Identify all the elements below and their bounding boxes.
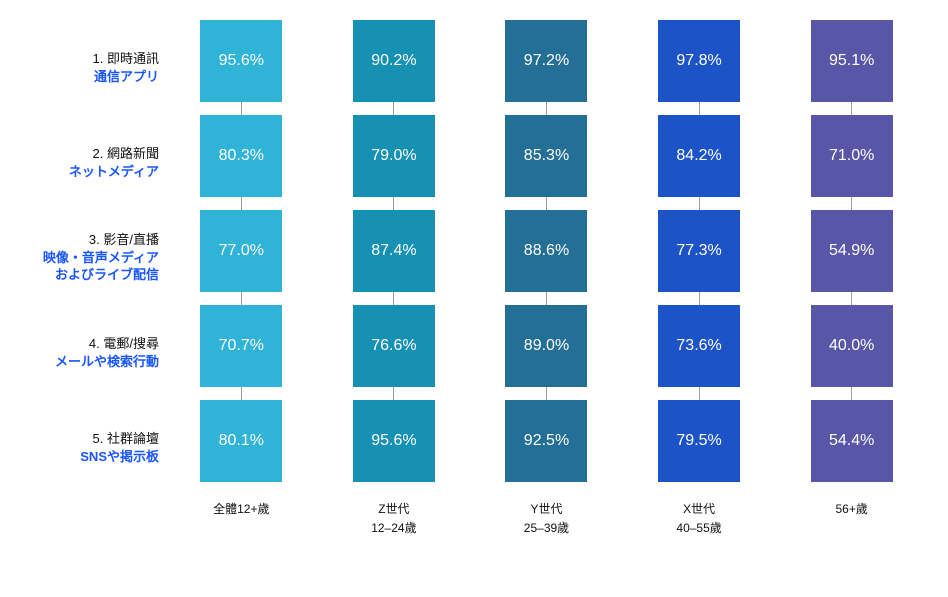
row4-main: 4. 電郵/搜尋 bbox=[89, 335, 159, 353]
conn bbox=[393, 102, 394, 115]
conn bbox=[546, 102, 547, 115]
cell-r3c2: 87.4% bbox=[353, 210, 435, 292]
col1-l1: 全體12+歲 bbox=[213, 500, 269, 517]
cell-r3c1: 77.0% bbox=[200, 210, 282, 292]
col-x: 97.8% 84.2% 77.3% 73.6% 79.5% X世代 40–55歲 bbox=[623, 20, 776, 536]
cell-r4c1: 70.7% bbox=[200, 305, 282, 387]
col4-label: X世代 40–55歲 bbox=[676, 500, 721, 536]
conn bbox=[851, 197, 852, 210]
row3-sub2: およびライブ配信 bbox=[55, 266, 159, 284]
cell-r2c5: 71.0% bbox=[811, 115, 893, 197]
row2-sub: ネットメディア bbox=[69, 163, 159, 181]
conn bbox=[699, 197, 700, 210]
conn bbox=[393, 387, 394, 400]
conn bbox=[699, 292, 700, 305]
col5-label: 56+歲 bbox=[835, 500, 867, 519]
col-56: 95.1% 71.0% 54.9% 40.0% 54.4% 56+歲 bbox=[775, 20, 928, 536]
cell-r4c5: 40.0% bbox=[811, 305, 893, 387]
col3-l1: Y世代 bbox=[524, 500, 569, 517]
conn bbox=[241, 292, 242, 305]
row2-main: 2. 網路新聞 bbox=[93, 145, 159, 163]
row-label-1: 1. 即時通訊 通信アプリ bbox=[20, 20, 165, 115]
col2-l1: Z世代 bbox=[371, 500, 416, 517]
cell-r2c1: 80.3% bbox=[200, 115, 282, 197]
conn bbox=[699, 102, 700, 115]
conn bbox=[851, 387, 852, 400]
row4-sub: メールや検索行動 bbox=[55, 353, 159, 371]
cell-r4c4: 73.6% bbox=[658, 305, 740, 387]
matrix-chart: 1. 即時通訊 通信アプリ 2. 網路新聞 ネットメディア 3. 影音/直播 映… bbox=[20, 20, 928, 536]
row3-sub1: 映像・音声メディア bbox=[43, 249, 159, 267]
row3-main: 3. 影音/直播 bbox=[89, 231, 159, 249]
cell-r1c5: 95.1% bbox=[811, 20, 893, 102]
conn bbox=[241, 197, 242, 210]
cell-r4c3: 89.0% bbox=[505, 305, 587, 387]
row5-sub: SNSや掲示板 bbox=[80, 448, 159, 466]
conn bbox=[699, 387, 700, 400]
cell-r5c2: 95.6% bbox=[353, 400, 435, 482]
row-label-2: 2. 網路新聞 ネットメディア bbox=[20, 115, 165, 210]
cell-r2c3: 85.3% bbox=[505, 115, 587, 197]
cell-r5c4: 79.5% bbox=[658, 400, 740, 482]
col4-cells: 97.8% 84.2% 77.3% 73.6% 79.5% bbox=[658, 20, 740, 482]
conn bbox=[241, 387, 242, 400]
cell-r5c1: 80.1% bbox=[200, 400, 282, 482]
col3-l2: 25–39歲 bbox=[524, 519, 569, 536]
cell-r2c2: 79.0% bbox=[353, 115, 435, 197]
row-label-4: 4. 電郵/搜尋 メールや検索行動 bbox=[20, 305, 165, 400]
col-all: 95.6% 80.3% 77.0% 70.7% 80.1% 全體12+歲 bbox=[165, 20, 318, 536]
col-z: 90.2% 79.0% 87.4% 76.6% 95.6% Z世代 12–24歲 bbox=[318, 20, 471, 536]
col1-cells: 95.6% 80.3% 77.0% 70.7% 80.1% bbox=[200, 20, 282, 482]
columns: 95.6% 80.3% 77.0% 70.7% 80.1% 全體12+歲 90.… bbox=[165, 20, 928, 536]
cell-r3c3: 88.6% bbox=[505, 210, 587, 292]
conn bbox=[851, 102, 852, 115]
col4-l2: 40–55歲 bbox=[676, 519, 721, 536]
conn bbox=[393, 292, 394, 305]
row-label-3: 3. 影音/直播 映像・音声メディア およびライブ配信 bbox=[20, 210, 165, 305]
col3-label: Y世代 25–39歲 bbox=[524, 500, 569, 536]
row-labels: 1. 即時通訊 通信アプリ 2. 網路新聞 ネットメディア 3. 影音/直播 映… bbox=[20, 20, 165, 536]
row1-main: 1. 即時通訊 bbox=[93, 50, 159, 68]
col1-label: 全體12+歲 bbox=[213, 500, 269, 519]
row1-sub: 通信アプリ bbox=[94, 68, 159, 86]
conn bbox=[546, 387, 547, 400]
cell-r1c3: 97.2% bbox=[505, 20, 587, 102]
cell-r5c3: 92.5% bbox=[505, 400, 587, 482]
col5-l1: 56+歲 bbox=[835, 500, 867, 517]
cell-r4c2: 76.6% bbox=[353, 305, 435, 387]
cell-r1c1: 95.6% bbox=[200, 20, 282, 102]
cell-r3c5: 54.9% bbox=[811, 210, 893, 292]
col-y: 97.2% 85.3% 88.6% 89.0% 92.5% Y世代 25–39歲 bbox=[470, 20, 623, 536]
col2-label: Z世代 12–24歲 bbox=[371, 500, 416, 536]
conn bbox=[851, 292, 852, 305]
row5-main: 5. 社群論壇 bbox=[93, 430, 159, 448]
cell-r2c4: 84.2% bbox=[658, 115, 740, 197]
conn bbox=[546, 197, 547, 210]
col5-cells: 95.1% 71.0% 54.9% 40.0% 54.4% bbox=[811, 20, 893, 482]
cell-r3c4: 77.3% bbox=[658, 210, 740, 292]
cell-r1c4: 97.8% bbox=[658, 20, 740, 102]
conn bbox=[546, 292, 547, 305]
cell-r5c5: 54.4% bbox=[811, 400, 893, 482]
row-label-5: 5. 社群論壇 SNSや掲示板 bbox=[20, 400, 165, 495]
col2-l2: 12–24歲 bbox=[371, 519, 416, 536]
col4-l1: X世代 bbox=[676, 500, 721, 517]
cell-r1c2: 90.2% bbox=[353, 20, 435, 102]
conn bbox=[241, 102, 242, 115]
col2-cells: 90.2% 79.0% 87.4% 76.6% 95.6% bbox=[353, 20, 435, 482]
col3-cells: 97.2% 85.3% 88.6% 89.0% 92.5% bbox=[505, 20, 587, 482]
conn bbox=[393, 197, 394, 210]
